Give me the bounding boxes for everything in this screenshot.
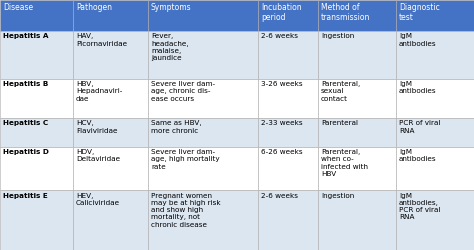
- Bar: [258, 147, 318, 190]
- Bar: [318, 0, 396, 31]
- Bar: [0, 118, 73, 147]
- Text: Method of
transmission: Method of transmission: [321, 2, 370, 22]
- Bar: [148, 147, 258, 190]
- Bar: [0, 0, 73, 31]
- Bar: [396, 31, 474, 78]
- Bar: [148, 190, 258, 250]
- Bar: [318, 147, 396, 190]
- Text: Severe liver dam-
age, high mortality
rate: Severe liver dam- age, high mortality ra…: [151, 149, 219, 170]
- Text: Hepatitis A: Hepatitis A: [3, 34, 48, 40]
- Text: Incubation
period: Incubation period: [261, 2, 301, 22]
- Text: Same as HBV,
more chronic: Same as HBV, more chronic: [151, 120, 201, 134]
- Text: HAV,
Picornaviridae: HAV, Picornaviridae: [76, 34, 127, 47]
- Bar: [0, 147, 73, 190]
- Text: 6-26 weeks: 6-26 weeks: [261, 149, 302, 155]
- Text: 2-33 weeks: 2-33 weeks: [261, 120, 302, 126]
- Bar: [73, 190, 148, 250]
- Text: IgM
antibodies,
PCR of viral
RNA: IgM antibodies, PCR of viral RNA: [399, 192, 440, 220]
- Bar: [73, 78, 148, 118]
- Text: Hepatitis B: Hepatitis B: [3, 81, 48, 87]
- Bar: [148, 31, 258, 78]
- Bar: [0, 31, 73, 78]
- Text: Severe liver dam-
age, chronic dis-
ease occurs: Severe liver dam- age, chronic dis- ease…: [151, 81, 215, 102]
- Bar: [318, 31, 396, 78]
- Text: Disease: Disease: [3, 2, 33, 12]
- Text: Symptoms: Symptoms: [151, 2, 191, 12]
- Text: Diagnostic
test: Diagnostic test: [399, 2, 440, 22]
- Bar: [258, 0, 318, 31]
- Text: PCR of viral
RNA: PCR of viral RNA: [399, 120, 440, 134]
- Bar: [73, 118, 148, 147]
- Bar: [258, 118, 318, 147]
- Bar: [396, 0, 474, 31]
- Bar: [318, 190, 396, 250]
- Text: Hepatitis E: Hepatitis E: [3, 192, 48, 198]
- Text: Pregnant women
may be at high risk
and show high
mortality, not
chronic disease: Pregnant women may be at high risk and s…: [151, 192, 220, 228]
- Text: Parenteral: Parenteral: [321, 120, 358, 126]
- Text: 2-6 weeks: 2-6 weeks: [261, 34, 298, 40]
- Text: Ingestion: Ingestion: [321, 34, 354, 40]
- Text: Fever,
headache,
malaise,
jaundice: Fever, headache, malaise, jaundice: [151, 34, 189, 61]
- Text: HDV,
Deltaviridae: HDV, Deltaviridae: [76, 149, 120, 162]
- Text: 2-6 weeks: 2-6 weeks: [261, 192, 298, 198]
- Bar: [148, 118, 258, 147]
- Bar: [258, 190, 318, 250]
- Text: IgM
antibodies: IgM antibodies: [399, 81, 437, 94]
- Bar: [318, 78, 396, 118]
- Bar: [258, 78, 318, 118]
- Text: Hepatitis D: Hepatitis D: [3, 149, 49, 155]
- Text: Ingestion: Ingestion: [321, 192, 354, 198]
- Text: Hepatitis C: Hepatitis C: [3, 120, 48, 126]
- Text: HEV,
Caliciviridae: HEV, Caliciviridae: [76, 192, 120, 206]
- Text: 3-26 weeks: 3-26 weeks: [261, 81, 302, 87]
- Text: Parenteral,
when co-
infected with
HBV: Parenteral, when co- infected with HBV: [321, 149, 368, 177]
- Bar: [148, 78, 258, 118]
- Text: HCV,
Flaviviridae: HCV, Flaviviridae: [76, 120, 118, 134]
- Bar: [0, 190, 73, 250]
- Bar: [396, 147, 474, 190]
- Bar: [396, 78, 474, 118]
- Text: IgM
antibodies: IgM antibodies: [399, 149, 437, 162]
- Text: Pathogen: Pathogen: [76, 2, 112, 12]
- Bar: [0, 78, 73, 118]
- Text: HBV,
Hepadnaviri-
dae: HBV, Hepadnaviri- dae: [76, 81, 122, 102]
- Text: IgM
antibodies: IgM antibodies: [399, 34, 437, 47]
- Bar: [73, 0, 148, 31]
- Bar: [396, 118, 474, 147]
- Bar: [396, 190, 474, 250]
- Bar: [258, 31, 318, 78]
- Bar: [318, 118, 396, 147]
- Bar: [73, 31, 148, 78]
- Bar: [73, 147, 148, 190]
- Text: Parenteral,
sexual
contact: Parenteral, sexual contact: [321, 81, 360, 102]
- Bar: [148, 0, 258, 31]
